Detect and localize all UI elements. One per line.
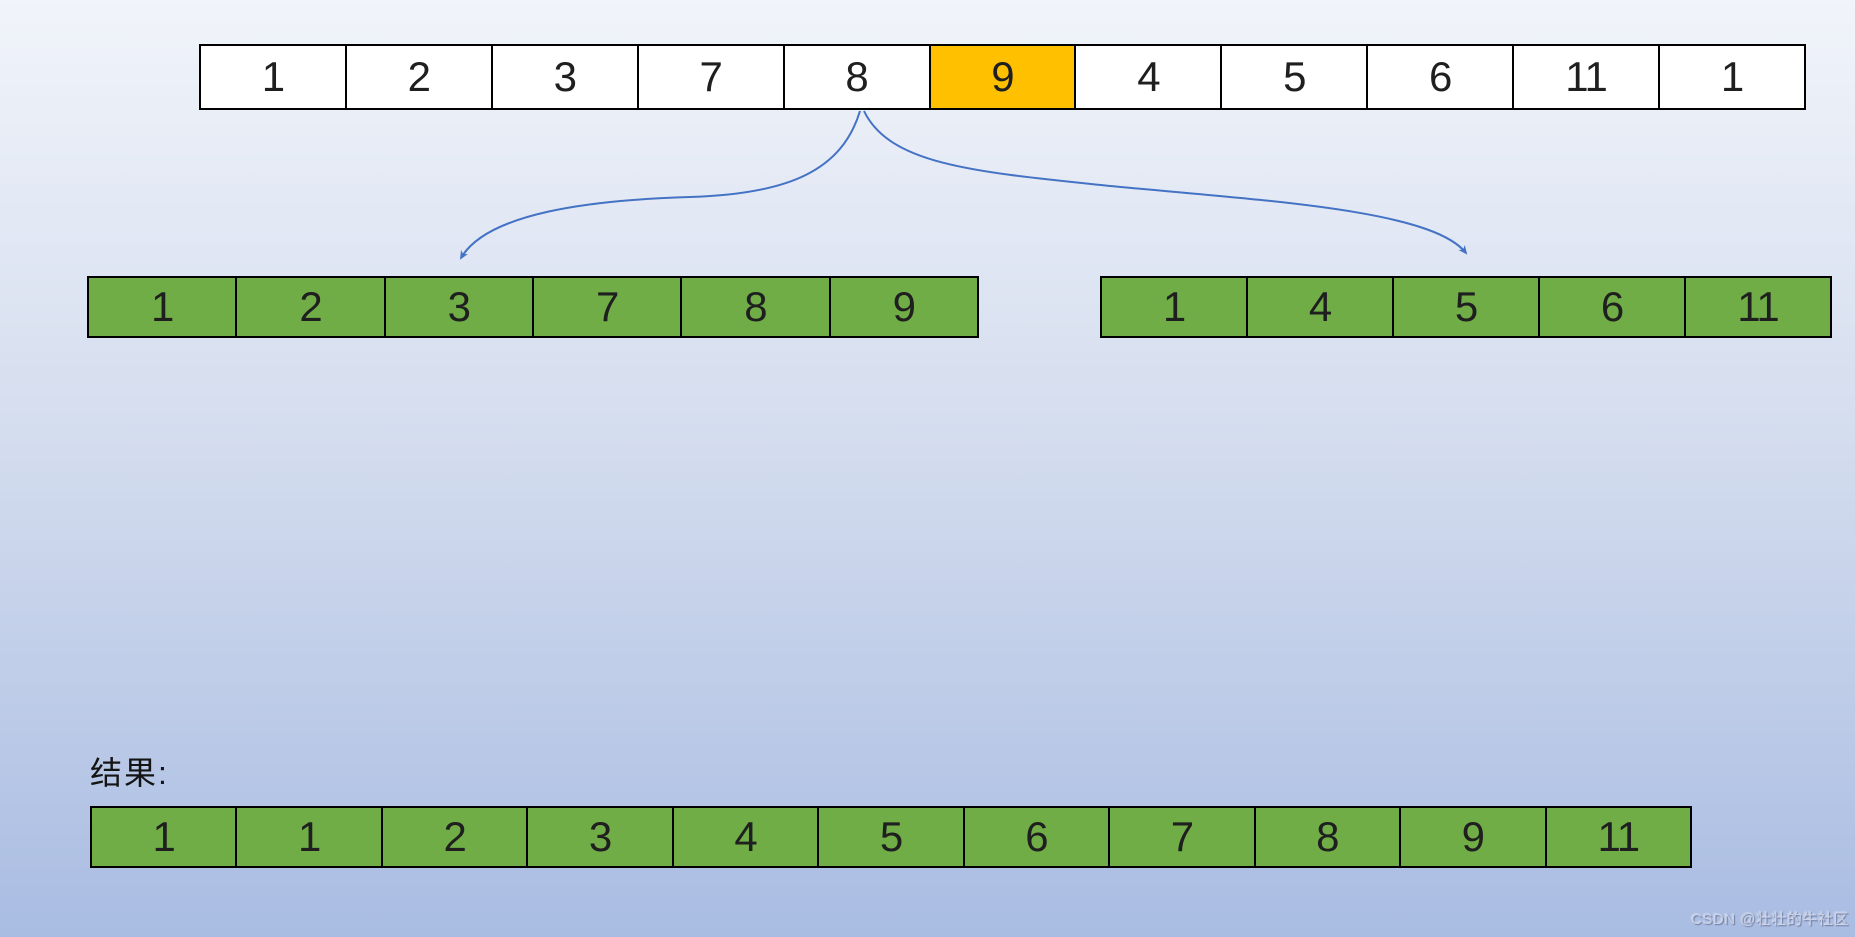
right-subarray-cell: 1	[1102, 278, 1248, 336]
top-array: 1 2 3 7 8 9 4 5 6 11 1	[199, 44, 1806, 110]
top-array-cell: 7	[638, 46, 785, 108]
result-array: 1 1 2 3 4 5 6 7 8 9 11	[90, 806, 1692, 868]
top-array-cell: 8	[784, 46, 931, 108]
top-array-cell: 2	[346, 46, 493, 108]
result-array-cell: 6	[964, 808, 1111, 866]
right-subarray-cell: 4	[1248, 278, 1394, 336]
left-subarray-cell: 1	[89, 278, 238, 336]
top-array-cell: 3	[492, 46, 639, 108]
result-array-cell: 2	[382, 808, 529, 866]
left-subarray-cell: 2	[237, 278, 386, 336]
left-subarray-cell: 8	[682, 278, 831, 336]
result-array-cell: 7	[1110, 808, 1256, 866]
left-subarray-cell: 9	[830, 278, 977, 336]
result-array-cell: 11	[1546, 808, 1690, 866]
top-array-cell: 5	[1222, 46, 1369, 108]
left-subarray-cell: 7	[533, 278, 683, 336]
split-left-arrow	[459, 110, 861, 260]
result-array-cell: 8	[1255, 808, 1402, 866]
top-array-cell: 1	[201, 46, 347, 108]
right-subarray-cell: 6	[1540, 278, 1686, 336]
top-array-cell: 6	[1368, 46, 1515, 108]
left-subarray-cell: 3	[385, 278, 534, 336]
right-subarray-cell: 5	[1394, 278, 1540, 336]
top-array-cell: 9	[930, 46, 1077, 108]
right-subarray: 1 4 5 6 11	[1100, 276, 1832, 338]
split-right-arrow	[863, 110, 1468, 255]
top-array-cell: 4	[1076, 46, 1223, 108]
result-array-cell: 3	[528, 808, 674, 866]
result-array-cell: 1	[237, 808, 383, 866]
result-label: 结果:	[90, 755, 169, 791]
result-array-cell: 5	[819, 808, 965, 866]
result-array-cell: 1	[92, 808, 238, 866]
result-array-cell: 4	[673, 808, 820, 866]
csdn-watermark: CSDN @壮壮的牛社区	[1691, 911, 1849, 928]
top-array-cell: 11	[1514, 46, 1661, 108]
result-array-cell: 9	[1401, 808, 1547, 866]
top-array-cell: 1	[1660, 46, 1804, 108]
right-subarray-cell: 11	[1686, 278, 1830, 336]
